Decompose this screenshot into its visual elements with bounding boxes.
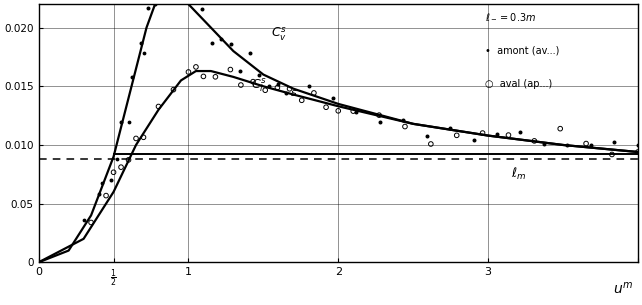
- Point: [94, 191, 104, 196]
- Point: [216, 37, 226, 42]
- Point: [264, 84, 274, 88]
- Point: [445, 126, 455, 131]
- Point: [400, 124, 410, 129]
- Point: [105, 177, 116, 182]
- Point: [184, 70, 194, 74]
- Point: [321, 105, 331, 110]
- Text: $\ell_- = 0.3m$: $\ell_- = 0.3m$: [485, 12, 536, 22]
- Point: [112, 156, 122, 161]
- Point: [225, 41, 236, 46]
- Point: [116, 165, 126, 170]
- Point: [555, 126, 566, 131]
- Point: [225, 67, 236, 72]
- Point: [327, 95, 338, 100]
- Text: $\ell_m$: $\ell_m$: [510, 166, 526, 182]
- Point: [197, 6, 207, 11]
- Point: [374, 113, 384, 118]
- Text: $u^m$: $u^m$: [612, 280, 633, 296]
- Point: [135, 40, 146, 45]
- Point: [607, 152, 617, 157]
- Point: [78, 218, 89, 223]
- Point: [153, 104, 164, 109]
- Point: [516, 129, 526, 134]
- Point: [211, 74, 221, 79]
- Point: [581, 141, 591, 146]
- Text: $C_v^s$: $C_v^s$: [271, 25, 287, 43]
- Point: [139, 51, 149, 56]
- Point: [168, 87, 178, 92]
- Point: [284, 86, 295, 91]
- Point: [96, 180, 107, 185]
- Point: [609, 139, 620, 144]
- Text: •  amont (av...): • amont (av...): [485, 45, 559, 56]
- Point: [478, 131, 488, 135]
- Point: [348, 109, 358, 113]
- Point: [191, 64, 201, 69]
- Point: [245, 51, 255, 56]
- Point: [309, 91, 319, 95]
- Point: [374, 119, 385, 124]
- Point: [633, 149, 642, 154]
- Point: [143, 5, 153, 10]
- Point: [150, 2, 160, 6]
- Point: [108, 170, 119, 175]
- Point: [426, 142, 436, 146]
- Text: ○  aval (ap...): ○ aval (ap...): [485, 79, 552, 89]
- Point: [86, 220, 96, 225]
- Point: [529, 138, 539, 143]
- Point: [281, 91, 291, 96]
- Point: [178, 0, 188, 4]
- Point: [422, 134, 432, 138]
- Point: [304, 83, 315, 88]
- Point: [633, 142, 642, 147]
- Point: [333, 108, 343, 113]
- Point: [562, 142, 573, 147]
- Point: [451, 133, 462, 138]
- Point: [131, 136, 141, 141]
- Point: [492, 131, 502, 136]
- Point: [116, 120, 126, 125]
- Point: [207, 41, 217, 46]
- Point: [351, 110, 361, 115]
- Point: [198, 74, 209, 79]
- Text: $\mathit{s}$: $\mathit{s}$: [290, 88, 298, 98]
- Point: [236, 83, 246, 88]
- Point: [248, 79, 258, 84]
- Point: [398, 118, 408, 123]
- Point: [254, 73, 265, 78]
- Point: [123, 157, 134, 162]
- Point: [126, 74, 137, 79]
- Point: [260, 88, 270, 93]
- Point: [272, 85, 282, 90]
- Point: [101, 193, 111, 198]
- Point: [273, 81, 284, 86]
- Point: [539, 141, 549, 146]
- Point: [503, 133, 514, 138]
- Point: [139, 135, 149, 140]
- Text: $C_l^s$: $C_l^s$: [252, 77, 267, 94]
- Point: [586, 143, 596, 148]
- Point: [235, 69, 245, 74]
- Point: [123, 120, 134, 124]
- Point: [297, 98, 307, 103]
- Point: [469, 137, 479, 142]
